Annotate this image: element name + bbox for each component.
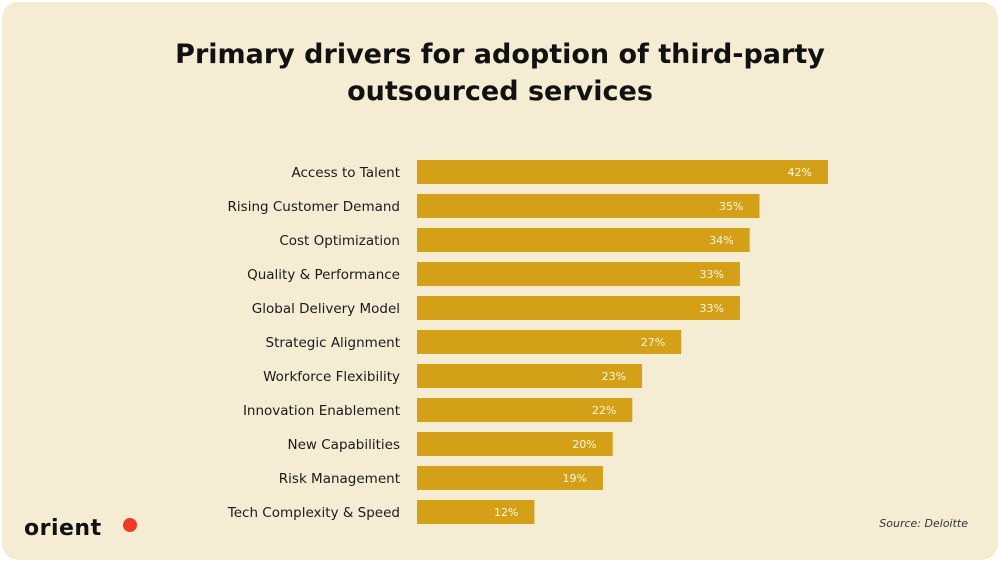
value-label: 34%	[709, 234, 733, 247]
value-label: 23%	[602, 370, 626, 383]
bar	[417, 466, 603, 490]
value-label: 42%	[788, 166, 812, 179]
value-label: 12%	[494, 506, 518, 519]
orient-logo: orient	[24, 516, 102, 541]
bar	[417, 330, 682, 354]
bar	[417, 398, 633, 422]
value-label: 33%	[699, 302, 723, 315]
value-label: 33%	[699, 268, 723, 281]
value-label: 35%	[719, 200, 743, 213]
category-label: Quality & Performance	[247, 267, 400, 283]
bar	[417, 364, 643, 388]
category-label: Risk Management	[279, 471, 400, 487]
category-label: Cost Optimization	[279, 233, 400, 249]
category-label: Workforce Flexibility	[263, 369, 400, 385]
value-label: 22%	[592, 404, 616, 417]
bar	[417, 262, 740, 286]
category-label: Global Delivery Model	[252, 301, 400, 317]
chart-title: Primary drivers for adoption of third-pa…	[0, 36, 1000, 110]
value-label: 20%	[572, 438, 596, 451]
source-note: Source: Deloitte	[879, 517, 968, 530]
category-label: New Capabilities	[288, 437, 400, 453]
bar	[417, 160, 828, 184]
title-line-1: Primary drivers for adoption of third-pa…	[175, 39, 825, 70]
category-label: Rising Customer Demand	[228, 199, 400, 215]
category-label: Innovation Enablement	[243, 403, 400, 419]
bar	[417, 500, 535, 524]
category-label: Access to Talent	[291, 165, 400, 181]
value-label: 19%	[562, 472, 586, 485]
bar	[417, 228, 750, 252]
value-label: 27%	[641, 336, 665, 349]
category-label: Strategic Alignment	[266, 335, 401, 351]
bar	[417, 194, 760, 218]
category-label: Tech Complexity & Speed	[227, 505, 400, 521]
logo-dot	[123, 518, 137, 532]
bar	[417, 432, 613, 456]
title-line-2: outsourced services	[347, 76, 653, 107]
bar	[417, 296, 740, 320]
